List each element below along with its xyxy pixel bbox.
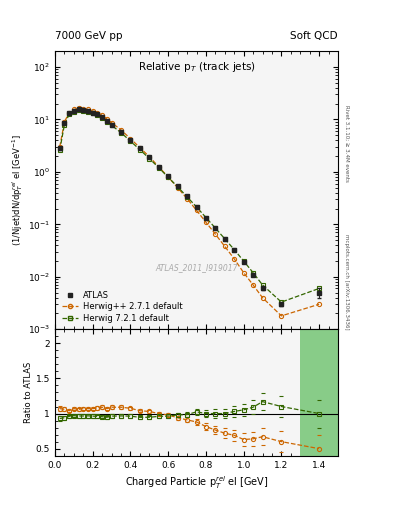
- Text: ATLAS_2011_I919017: ATLAS_2011_I919017: [155, 264, 238, 272]
- Y-axis label: (1/Njet)dN/dp$_{T}^{rel}$ el [GeV$^{-1}$]: (1/Njet)dN/dp$_{T}^{rel}$ el [GeV$^{-1}$…: [10, 134, 25, 246]
- Y-axis label: Ratio to ATLAS: Ratio to ATLAS: [24, 362, 33, 423]
- Bar: [300, 329, 338, 456]
- Text: 7000 GeV pp: 7000 GeV pp: [55, 31, 123, 41]
- Text: Relative p$_{T}$ (track jets): Relative p$_{T}$ (track jets): [138, 59, 255, 74]
- Legend: ATLAS, Herwig++ 2.7.1 default, Herwig 7.2.1 default: ATLAS, Herwig++ 2.7.1 default, Herwig 7.…: [59, 288, 185, 325]
- Text: Rivet 3.1.10; ≥ 3.4M events: Rivet 3.1.10; ≥ 3.4M events: [344, 105, 349, 182]
- Text: Soft QCD: Soft QCD: [290, 31, 338, 41]
- Text: mcplots.cern.ch [arXiv:1306.3436]: mcplots.cern.ch [arXiv:1306.3436]: [344, 234, 349, 329]
- Bar: [300, 329, 338, 456]
- X-axis label: Charged Particle p$_{T}^{rel}$ el [GeV]: Charged Particle p$_{T}^{rel}$ el [GeV]: [125, 474, 268, 490]
